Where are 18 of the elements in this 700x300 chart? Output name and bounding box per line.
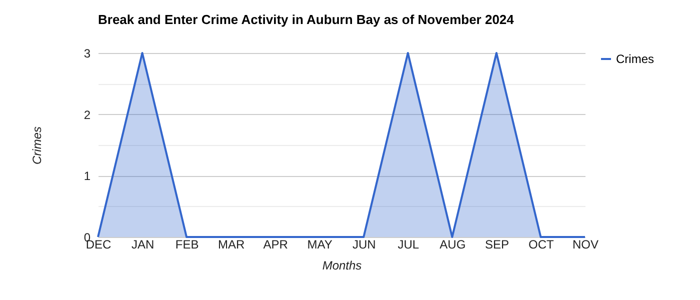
x-tick-label: SEP [484,238,509,252]
x-tick-label: JUL [398,238,420,252]
y-tick-label: 1 [84,169,91,184]
x-tick-label: MAR [218,238,245,252]
y-tick-label: 2 [84,108,91,122]
x-tick-label: AUG [440,238,466,252]
legend-label: Crimes [616,52,654,66]
x-tick-label: NOV [572,238,599,252]
x-tick-label: APR [263,238,288,252]
x-tick-label: MAY [307,238,332,252]
chart-title: Break and Enter Crime Activity in Auburn Bay as of November 2024 [98,12,515,27]
x-tick-label: OCT [528,238,555,252]
y-tick-label: 3 [84,46,91,60]
y-axis-title: Crimes [30,126,44,164]
x-axis-title: Months [322,258,362,272]
x-tick-label: JAN [131,238,154,252]
x-tick-label: JUN [352,238,376,252]
x-tick-label: FEB [175,238,199,252]
